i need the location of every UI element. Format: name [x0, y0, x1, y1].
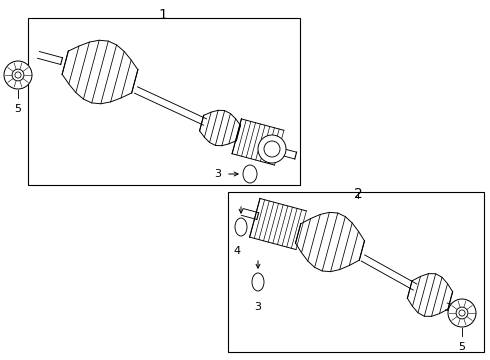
- Circle shape: [264, 141, 280, 157]
- Ellipse shape: [252, 273, 264, 291]
- Text: 3: 3: [214, 169, 221, 179]
- Circle shape: [448, 299, 476, 327]
- Text: 3: 3: [254, 302, 262, 312]
- Circle shape: [258, 135, 286, 163]
- Bar: [28, 18, 300, 185]
- Circle shape: [456, 307, 468, 319]
- Circle shape: [12, 69, 24, 81]
- Bar: [228, 192, 484, 352]
- Ellipse shape: [243, 165, 257, 183]
- Ellipse shape: [235, 218, 247, 236]
- Text: 4: 4: [233, 246, 241, 256]
- Circle shape: [459, 310, 465, 316]
- Text: 5: 5: [15, 104, 22, 114]
- Circle shape: [4, 61, 32, 89]
- Text: 2: 2: [354, 187, 363, 201]
- Circle shape: [15, 72, 21, 78]
- Text: 5: 5: [459, 342, 466, 352]
- Text: 1: 1: [159, 8, 168, 22]
